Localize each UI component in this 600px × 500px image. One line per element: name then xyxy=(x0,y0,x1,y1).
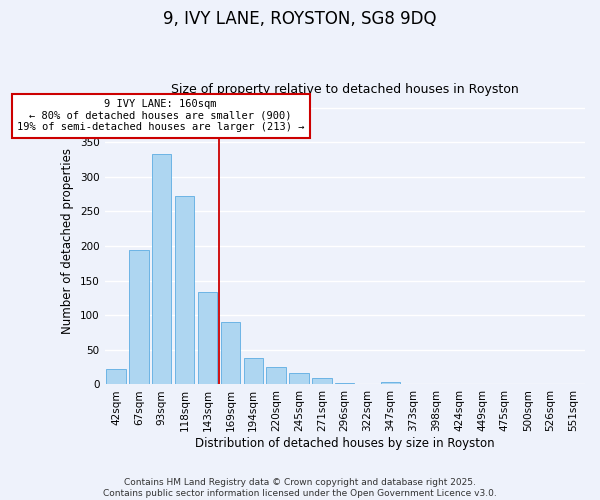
Bar xyxy=(335,383,355,384)
Bar xyxy=(175,196,194,384)
Bar xyxy=(221,322,240,384)
Text: Contains HM Land Registry data © Crown copyright and database right 2025.
Contai: Contains HM Land Registry data © Crown c… xyxy=(103,478,497,498)
Bar xyxy=(312,378,332,384)
Bar xyxy=(289,372,309,384)
Bar xyxy=(106,368,125,384)
X-axis label: Distribution of detached houses by size in Royston: Distribution of detached houses by size … xyxy=(195,437,494,450)
Y-axis label: Number of detached properties: Number of detached properties xyxy=(61,148,74,334)
Text: 9 IVY LANE: 160sqm
← 80% of detached houses are smaller (900)
19% of semi-detach: 9 IVY LANE: 160sqm ← 80% of detached hou… xyxy=(17,99,304,132)
Text: 9, IVY LANE, ROYSTON, SG8 9DQ: 9, IVY LANE, ROYSTON, SG8 9DQ xyxy=(163,10,437,28)
Bar xyxy=(129,250,149,384)
Bar xyxy=(198,292,217,384)
Bar xyxy=(152,154,172,384)
Title: Size of property relative to detached houses in Royston: Size of property relative to detached ho… xyxy=(171,83,518,96)
Bar xyxy=(266,367,286,384)
Bar xyxy=(381,382,400,384)
Bar xyxy=(244,358,263,384)
